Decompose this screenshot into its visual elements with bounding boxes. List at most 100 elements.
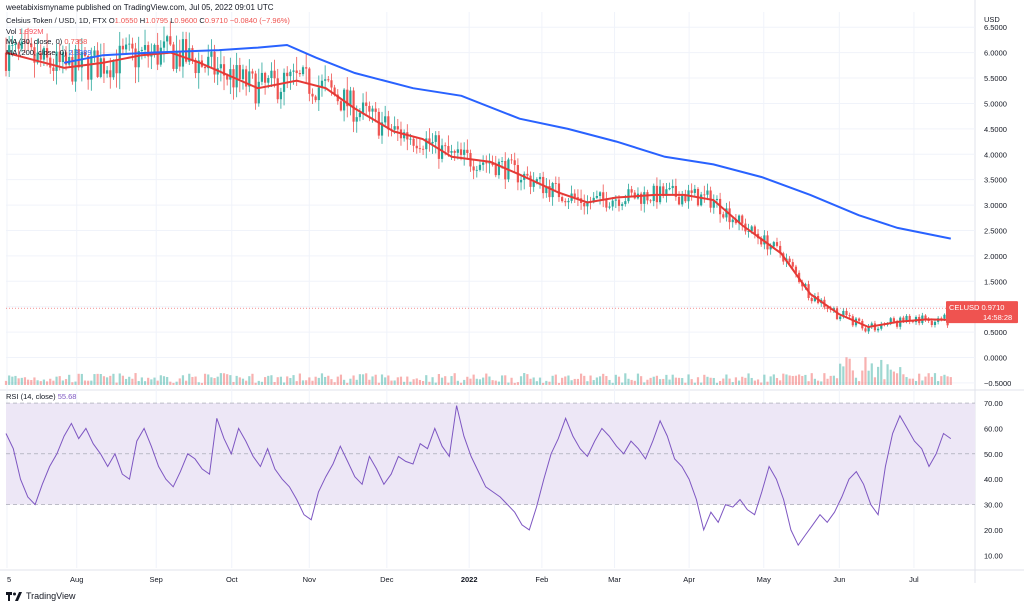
volume-bar bbox=[668, 379, 671, 385]
volume-bar bbox=[892, 371, 895, 385]
volume-bar bbox=[355, 379, 358, 385]
candle-body bbox=[8, 45, 11, 71]
candle-body bbox=[643, 192, 646, 204]
candle-body bbox=[115, 60, 118, 74]
symbol-label[interactable]: Celsius Token / USD, 1D, FTX bbox=[6, 16, 107, 25]
volume-bar bbox=[769, 376, 772, 385]
price-tick-label: 6.0000 bbox=[984, 49, 1007, 58]
volume-bar bbox=[747, 373, 750, 385]
candle-body bbox=[415, 145, 418, 149]
candle-body bbox=[848, 315, 851, 317]
candle-body bbox=[605, 198, 608, 208]
footer-brand[interactable]: TradingView bbox=[6, 591, 76, 601]
volume-value: 1.992M bbox=[18, 26, 44, 36]
volume-bar bbox=[937, 381, 940, 385]
candle-body bbox=[772, 242, 775, 247]
volume-bar bbox=[583, 375, 586, 385]
candle-body bbox=[11, 45, 14, 46]
volume-bar bbox=[728, 378, 731, 385]
candle-body bbox=[374, 108, 377, 112]
volume-bar bbox=[330, 379, 333, 385]
volume-bar bbox=[889, 369, 892, 385]
volume-bar bbox=[921, 380, 924, 385]
volume-bar bbox=[630, 379, 633, 385]
candle-body bbox=[346, 89, 349, 107]
candle-body bbox=[545, 186, 548, 194]
volume-bar bbox=[45, 381, 49, 385]
volume-bar bbox=[880, 359, 883, 385]
volume-bar bbox=[191, 376, 194, 385]
candle-body bbox=[693, 188, 696, 193]
candle-body bbox=[207, 56, 210, 69]
volume-bar bbox=[918, 373, 921, 385]
volume-bar bbox=[64, 379, 68, 385]
volume-bar bbox=[469, 378, 472, 385]
candle-body bbox=[864, 328, 867, 332]
candle-body bbox=[210, 51, 213, 57]
volume-bar bbox=[845, 357, 848, 385]
volume-bar bbox=[715, 382, 719, 385]
volume-bar bbox=[807, 381, 810, 385]
volume-bar bbox=[301, 380, 305, 385]
candle-body bbox=[121, 45, 125, 50]
volume-bar bbox=[858, 381, 861, 385]
volume-bar bbox=[497, 381, 501, 385]
candle-body bbox=[466, 149, 469, 154]
ma30-label[interactable]: MA (30, close, 0) bbox=[6, 37, 63, 46]
price-tick-label: 0.5000 bbox=[984, 328, 1007, 337]
price-tick-label: 4.0000 bbox=[984, 150, 1007, 159]
volume-bar bbox=[232, 381, 235, 385]
candle-body bbox=[444, 145, 447, 147]
candle-body bbox=[289, 71, 292, 77]
volume-bar bbox=[251, 373, 254, 385]
volume-bar bbox=[68, 374, 71, 385]
candle-body bbox=[624, 201, 627, 205]
candle-body bbox=[617, 199, 621, 206]
time-tick-label: 2022 bbox=[461, 575, 478, 584]
ma200-label[interactable]: MA (200, close, 0) bbox=[6, 47, 67, 57]
volume-bar bbox=[358, 374, 361, 385]
volume-bar bbox=[181, 375, 185, 385]
footer-brand-label: TradingView bbox=[26, 591, 76, 601]
volume-bar bbox=[270, 375, 273, 385]
volume-bar bbox=[185, 380, 188, 385]
volume-bar bbox=[905, 377, 908, 385]
time-tick-label: Sep bbox=[150, 575, 163, 584]
candle-body bbox=[611, 200, 614, 207]
candle-body bbox=[17, 43, 20, 49]
volume-bar bbox=[595, 377, 598, 385]
candle-body bbox=[640, 193, 643, 204]
volume-bar bbox=[213, 378, 216, 385]
volume-bar bbox=[687, 374, 690, 385]
volume-bar bbox=[475, 378, 478, 385]
candle-body bbox=[731, 219, 734, 223]
volume-bar bbox=[393, 380, 396, 385]
volume-bar bbox=[102, 376, 106, 385]
open-value: 1.0550 bbox=[114, 16, 138, 25]
high-label: H bbox=[139, 16, 146, 25]
candle-body bbox=[425, 138, 428, 150]
candle-body bbox=[535, 179, 538, 182]
volume-bar bbox=[785, 374, 788, 385]
candle-body bbox=[20, 41, 23, 49]
candle-body bbox=[23, 41, 27, 43]
candle-body bbox=[564, 201, 567, 203]
volume-bar bbox=[775, 377, 779, 385]
volume-bar bbox=[744, 377, 747, 385]
volume-bar bbox=[624, 373, 627, 385]
volume-bar bbox=[333, 382, 336, 385]
rsi-label[interactable]: RSI (14, close) bbox=[6, 392, 56, 401]
candle-body bbox=[153, 44, 156, 53]
candle-body bbox=[608, 206, 611, 208]
volume-bar bbox=[557, 382, 561, 385]
volume-bar bbox=[352, 375, 355, 385]
volume-bar bbox=[324, 376, 327, 385]
candle-body bbox=[49, 57, 52, 68]
volume-bar bbox=[39, 381, 42, 385]
volume-bar bbox=[500, 375, 504, 385]
volume-bar bbox=[371, 376, 374, 385]
volume-bar bbox=[677, 377, 681, 385]
volume-bar bbox=[640, 376, 643, 385]
candle-body bbox=[889, 318, 892, 324]
volume-label[interactable]: Vol bbox=[6, 26, 17, 36]
